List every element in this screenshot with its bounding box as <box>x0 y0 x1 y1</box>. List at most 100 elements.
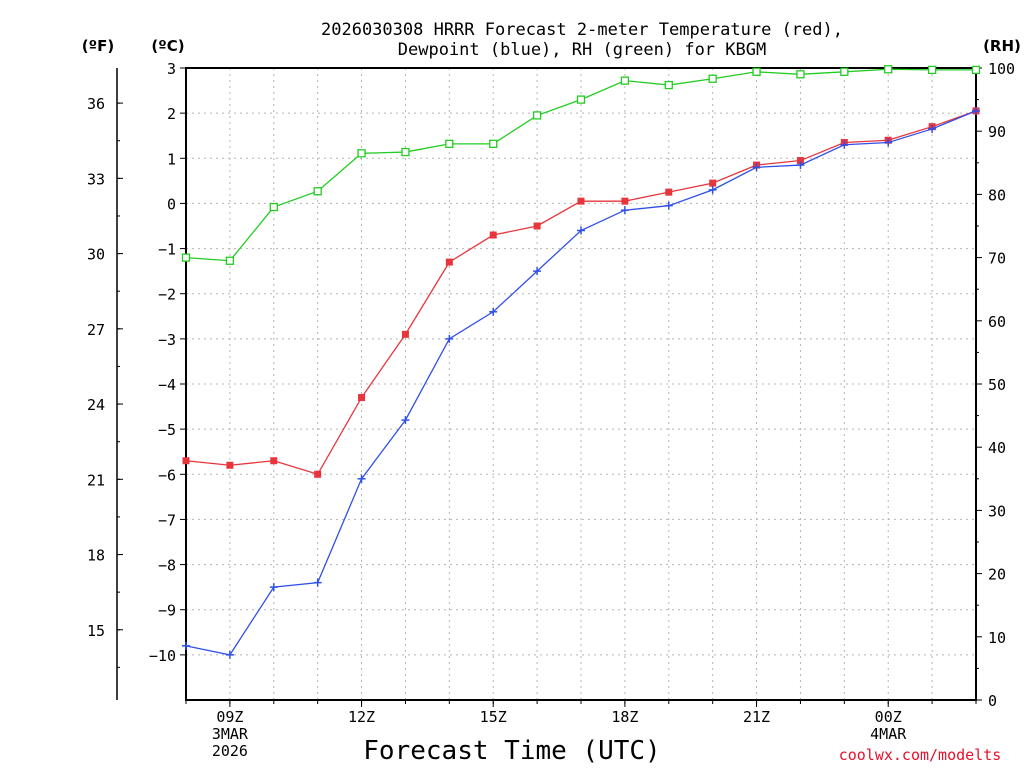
temperature-point <box>182 457 190 465</box>
dewpoint-point <box>489 307 498 316</box>
celsius-tick-label: −5 <box>158 421 176 439</box>
series <box>181 65 981 659</box>
rh-point <box>181 253 191 262</box>
dewpoint-point <box>664 201 673 210</box>
rh-point <box>532 111 542 120</box>
celsius-tick-label: 1 <box>167 150 176 168</box>
temperature-point <box>358 394 366 402</box>
fahrenheit-tick-label: 30 <box>87 246 105 264</box>
rh-tick-label: 90 <box>988 123 1006 141</box>
temperature-point <box>665 188 673 196</box>
x-tick-label: 12Z <box>348 708 375 726</box>
rh-tick-label: 0 <box>988 692 997 710</box>
x-tick-label: 4MAR <box>870 725 907 743</box>
fahrenheit-tick-label: 15 <box>87 622 105 640</box>
fahrenheit-tick-label: 18 <box>87 547 105 565</box>
dewpoint-point <box>401 416 410 425</box>
fahrenheit-tick-label: 21 <box>87 471 105 489</box>
celsius-tick-label: −7 <box>158 511 176 529</box>
x-axis-label: Forecast Time (UTC) <box>363 736 660 766</box>
rh-tick-label: 60 <box>988 313 1006 331</box>
celsius-tick-label: −6 <box>158 466 176 484</box>
rh-point <box>401 147 410 157</box>
rh-point <box>357 149 366 158</box>
x-tick-label: 21Z <box>743 708 770 726</box>
grid <box>185 67 977 700</box>
dewpoint-point <box>708 185 717 194</box>
celsius-tick-label: −1 <box>158 241 176 259</box>
dewpoint-point <box>972 106 980 115</box>
rh-point <box>620 76 630 85</box>
x-tick-label: 09Z <box>216 708 243 726</box>
dewpoint-point <box>182 641 190 650</box>
temperature-point <box>314 470 322 478</box>
dewpoint-point <box>225 650 234 659</box>
rh-tick-label: 70 <box>988 250 1006 268</box>
x-tick-label: 18Z <box>611 708 638 726</box>
dewpoint-point <box>533 267 542 276</box>
rh-point <box>445 139 454 148</box>
fahrenheit-tick-label: 27 <box>87 321 105 339</box>
chart-title-line2: Dewpoint (blue), RH (green) for KBGM <box>398 40 766 60</box>
dewpoint-point <box>357 474 366 483</box>
celsius-unit-label: (ºC) <box>151 37 184 55</box>
celsius-tick-label: 2 <box>167 105 176 123</box>
celsius-tick-label: 0 <box>167 195 176 213</box>
rh-tick-label: 100 <box>988 60 1015 78</box>
rh-point <box>927 65 937 75</box>
dewpoint-point <box>620 206 629 215</box>
dewpoint-point <box>752 163 761 172</box>
rh-point <box>796 70 805 79</box>
celsius-tick-label: −9 <box>158 602 176 620</box>
temperature-point <box>577 197 585 205</box>
dewpoint-point <box>313 578 322 587</box>
temperature-point <box>401 330 409 338</box>
rh-point <box>664 80 673 90</box>
dewpoint-point <box>884 138 893 147</box>
temperature-point <box>226 461 234 469</box>
rh-point <box>752 67 761 76</box>
celsius-tick-label: 3 <box>167 60 176 78</box>
dewpoint-point <box>796 161 805 170</box>
rh-point <box>576 95 586 104</box>
rh-point <box>971 65 981 75</box>
rh-point <box>489 139 498 148</box>
temperature-point <box>621 197 629 205</box>
chart-title: 2026030308 HRRR Forecast 2-meter Tempera… <box>321 20 843 60</box>
rh-point <box>313 187 322 196</box>
rh-point <box>840 67 849 76</box>
temperature-point <box>533 222 541 230</box>
rh-tick-label: 80 <box>988 186 1006 204</box>
rh-unit-label: (RH) <box>983 37 1021 55</box>
dewpoint-point <box>577 226 585 235</box>
rh-tick-label: 50 <box>988 376 1006 394</box>
fahrenheit-tick-label: 33 <box>87 170 105 188</box>
x-tick-label: 2026 <box>212 742 248 760</box>
temperature-point <box>796 157 804 165</box>
temperature-point <box>489 231 497 239</box>
rh-tick-label: 30 <box>988 502 1006 520</box>
dewpoint-point <box>269 583 278 592</box>
celsius-tick-label: −8 <box>158 557 176 575</box>
dewpoint-point <box>445 334 454 343</box>
rh-tick-label: 40 <box>988 439 1006 457</box>
celsius-tick-label: −4 <box>158 376 176 394</box>
rh-tick-label: 20 <box>988 566 1006 584</box>
x-tick-label: 00Z <box>875 708 902 726</box>
x-tick-label: 15Z <box>480 708 507 726</box>
rh-point <box>269 202 278 212</box>
fahrenheit-tick-label: 24 <box>87 396 105 414</box>
rh-point <box>708 74 717 83</box>
rh-tick-label: 10 <box>988 629 1006 647</box>
credit-link[interactable]: coolwx.com/modelts <box>839 746 1002 764</box>
celsius-tick-label: −3 <box>158 331 176 349</box>
rh-point <box>225 256 235 265</box>
chart-title-line1: 2026030308 HRRR Forecast 2-meter Tempera… <box>321 20 843 40</box>
dewpoint-point <box>840 140 849 149</box>
dewpoint-point <box>928 124 937 133</box>
rh-point <box>884 65 893 74</box>
celsius-tick-label: −10 <box>149 647 176 665</box>
x-tick-label: 3MAR <box>212 725 249 743</box>
